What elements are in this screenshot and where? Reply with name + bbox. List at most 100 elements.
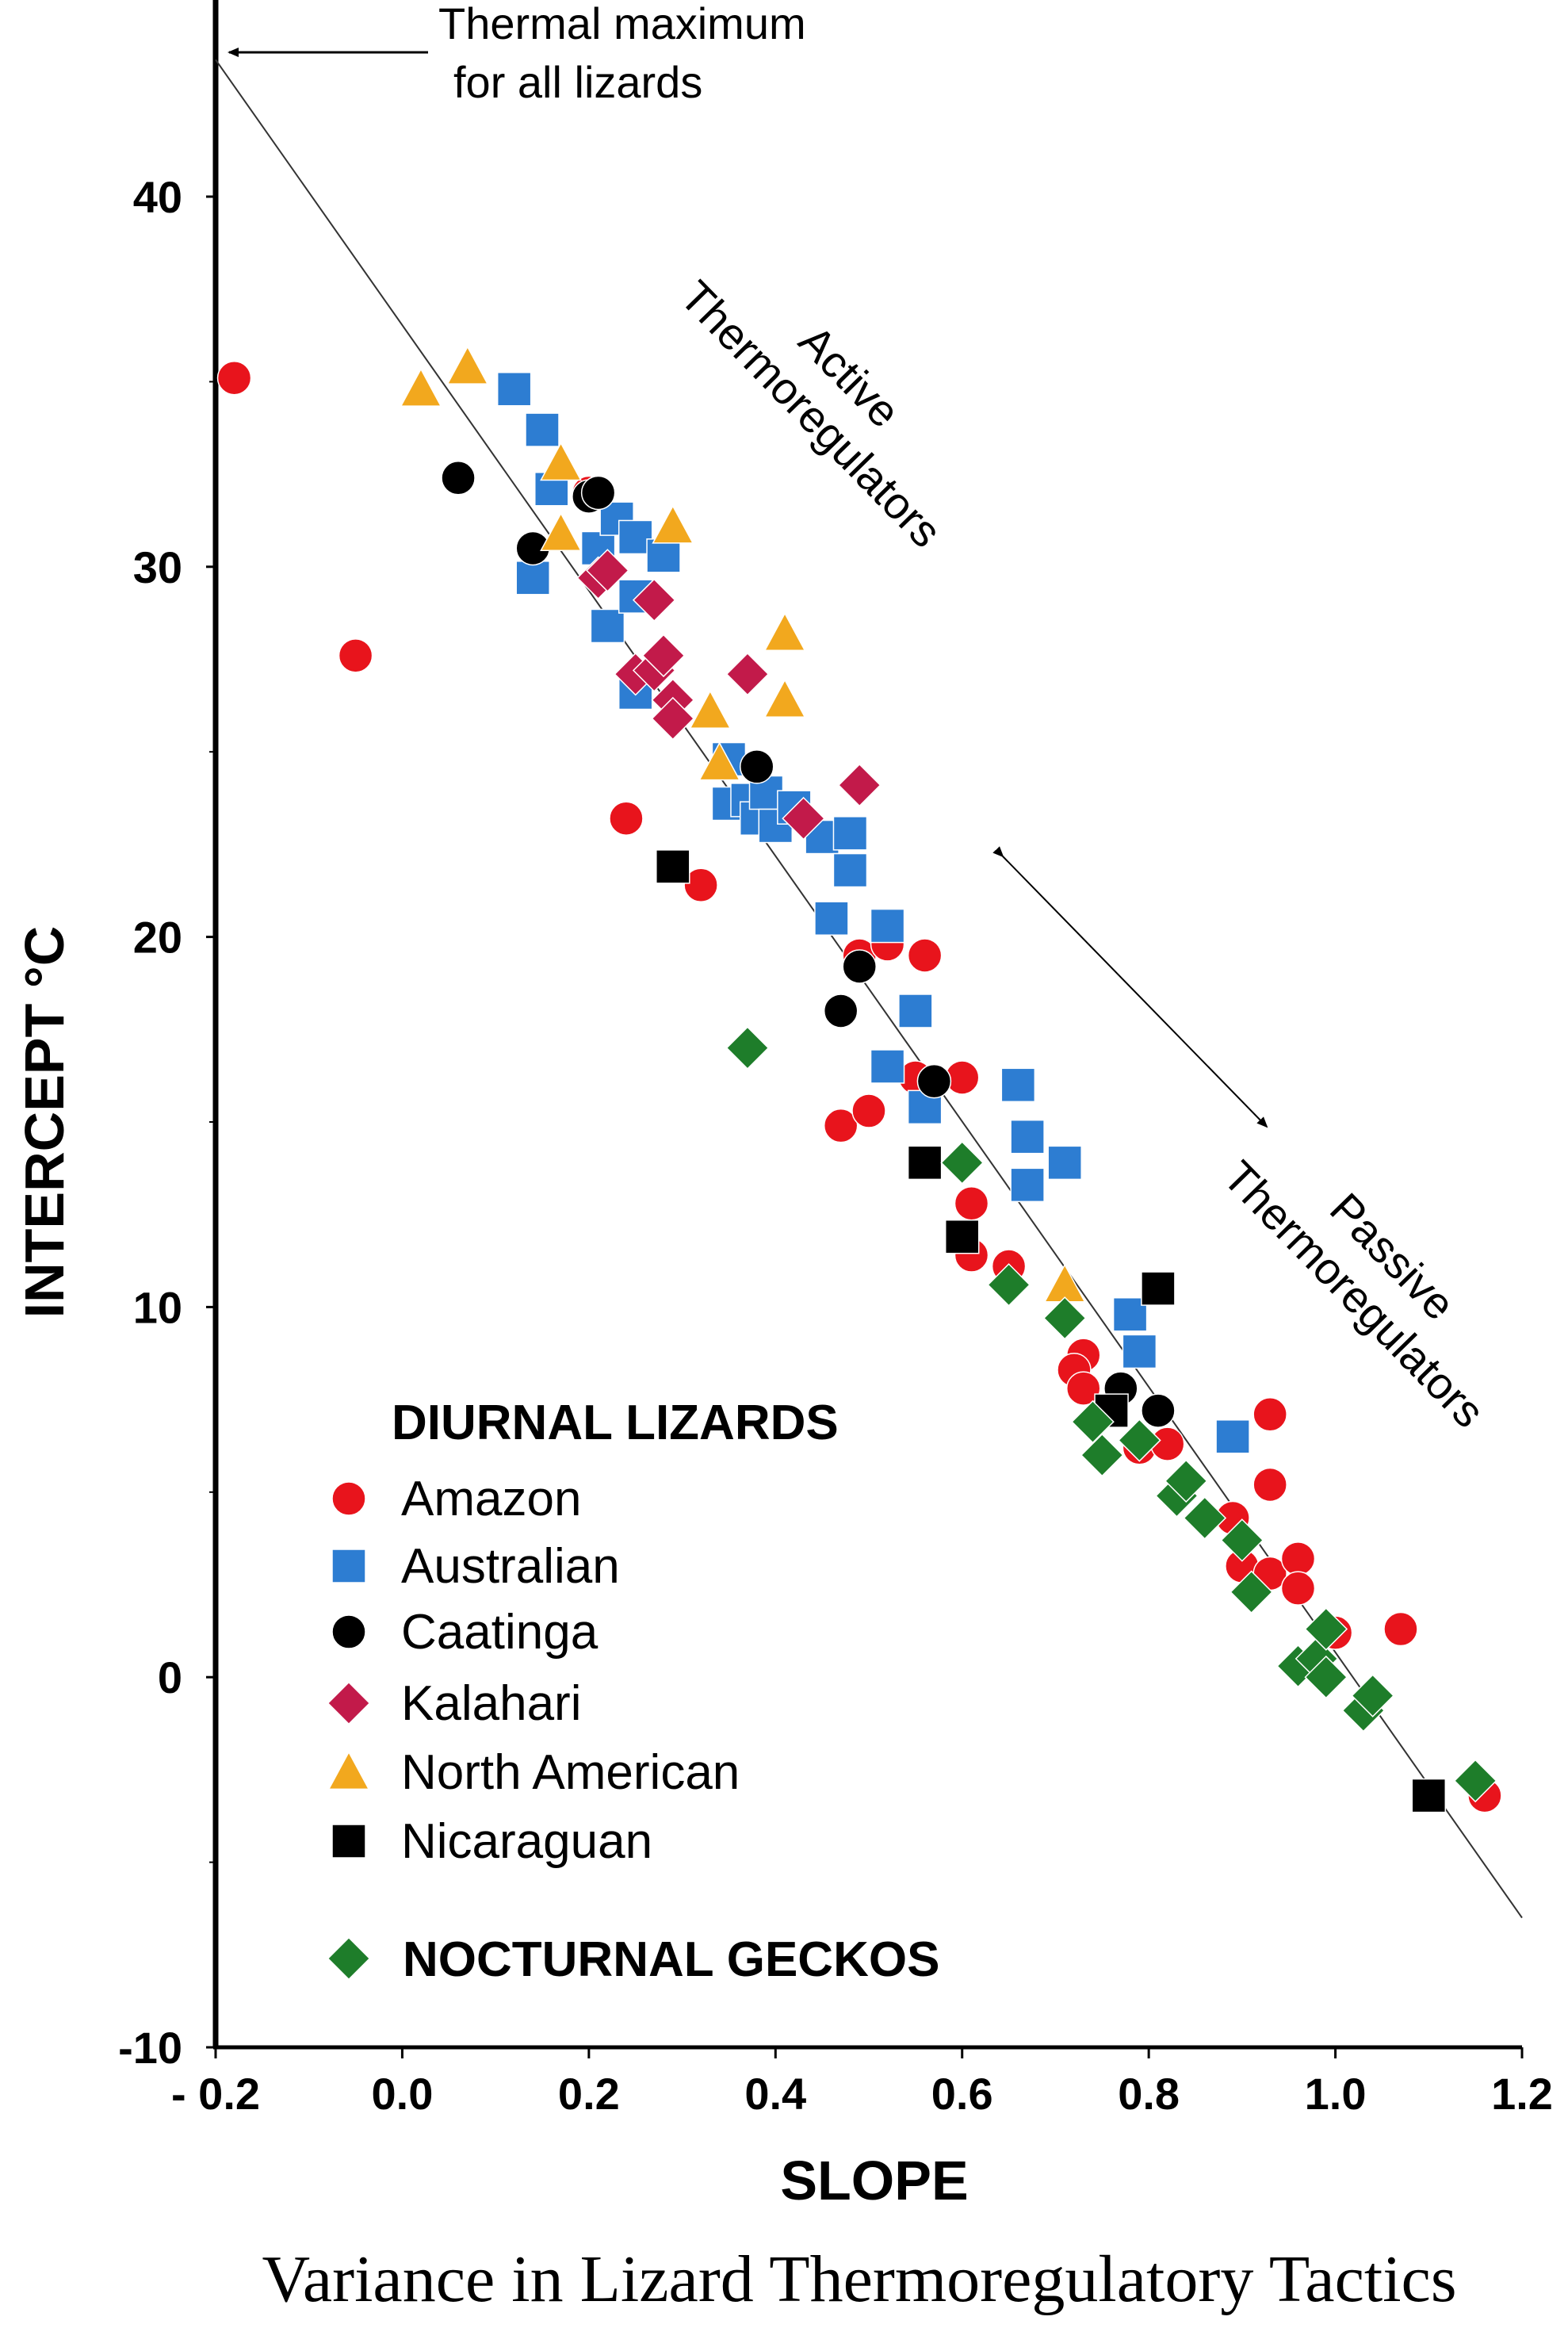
x-tick-label: 0.6 (931, 2069, 993, 2119)
data-point-australian (496, 371, 532, 407)
data-point-north-american (400, 367, 442, 407)
data-point-australian (870, 908, 905, 944)
legend-label-nicaraguan: Nicaraguan (401, 1814, 652, 1869)
data-point-nocturnal-geckos (1453, 1759, 1497, 1803)
data-point-kalahari (725, 652, 770, 696)
data-point-amazon (1065, 1371, 1101, 1406)
data-point-amazon (1280, 1541, 1316, 1576)
data-point-amazon (1383, 1611, 1418, 1647)
reference-line-group (215, 59, 1523, 1919)
thermal-max-annotation: Thermal maximum for all lizards (228, 0, 806, 107)
data-point-amazon (216, 360, 252, 396)
legend-swatch-caatinga (331, 1614, 366, 1649)
thermoregulator-range-arrow (992, 846, 1268, 1128)
data-point-australian (1000, 1067, 1036, 1103)
y-tick-label: 20 (133, 913, 182, 963)
legend-heading-nocturnal: NOCTURNAL GECKOS (403, 1932, 939, 1987)
data-point-australian (1215, 1419, 1250, 1454)
data-point-australian (1010, 1167, 1045, 1203)
data-point-caatinga (1141, 1393, 1176, 1428)
data-point-nocturnal-geckos (940, 1141, 985, 1185)
data-point-kalahari (586, 549, 629, 592)
data-point-australian (525, 412, 560, 447)
data-point-kalahari (651, 696, 695, 741)
data-point-amazon (954, 1185, 989, 1221)
active-thermoregulators-label: Active Thermoregulators (671, 271, 951, 557)
legend-swatch-australian (331, 1549, 366, 1583)
data-point-nocturnal-geckos (1080, 1433, 1124, 1477)
x-tick-label: 0.0 (371, 2069, 433, 2119)
data-point-kalahari (641, 634, 686, 678)
data-point-north-american (446, 345, 489, 385)
data-point-nocturnal-geckos (1164, 1459, 1208, 1503)
data-point-caatinga (842, 949, 877, 984)
y-tick-label: 0 (158, 1652, 182, 1702)
data-point-north-american (763, 679, 806, 718)
legend-swatch-kalahari (327, 1681, 371, 1725)
data-point-north-american (540, 512, 583, 551)
data-point-nocturnal-geckos (1183, 1496, 1227, 1540)
data-point-nicaraguan (1411, 1778, 1447, 1813)
data-point-caatinga (441, 461, 476, 496)
legend: DIURNAL LIZARDS Amazon Australian Caatinga… (327, 1396, 939, 1987)
x-tick-label: - 0.2 (171, 2069, 260, 2119)
data-point-nicaraguan (1141, 1271, 1176, 1306)
legend-label-australian: Australian (401, 1539, 620, 1594)
data-point-caatinga (823, 994, 859, 1028)
thermal-max-label-line1: Thermal maximum (438, 0, 806, 48)
x-tick-label: 0.4 (744, 2069, 806, 2119)
x-tick-label: 0.2 (558, 2069, 620, 2119)
data-point-kalahari (837, 763, 882, 807)
data-point-australian (515, 561, 550, 595)
data-point-nocturnal-geckos (1042, 1296, 1087, 1340)
data-point-caatinga (739, 749, 774, 784)
data-point-australian (590, 608, 625, 644)
data-point-nocturnal-geckos (1071, 1399, 1115, 1444)
legend-items: Amazon Australian Caatinga Kalahari North Am… (327, 1472, 740, 1981)
data-point-amazon (823, 1108, 859, 1143)
x-tick-label: 1.2 (1491, 2069, 1553, 2119)
thermal-max-label-line2: for all lizards (453, 57, 702, 107)
data-point-australian (814, 901, 849, 936)
legend-label-kalahari: Kalahari (401, 1676, 581, 1731)
data-point-amazon (338, 638, 373, 673)
data-point-amazon (609, 801, 644, 836)
data-point-north-american (1043, 1263, 1086, 1303)
x-tick-label: 0.8 (1118, 2069, 1180, 2119)
data-point-nicaraguan (944, 1219, 980, 1254)
legend-heading-diurnal: DIURNAL LIZARDS (392, 1396, 839, 1450)
data-point-amazon (1252, 1467, 1287, 1503)
data-point-australian (1047, 1145, 1082, 1181)
data-point-amazon (851, 1093, 886, 1128)
legend-label-caatinga: Caatinga (401, 1605, 599, 1660)
data-point-amazon (683, 867, 718, 902)
axes: 40 30 20 10 0 -10- 0.2 0.0 0.2 0.4 0.6 0.8 1.0 1.2 (118, 0, 1553, 2119)
data-point-australian (832, 816, 868, 851)
data-point-nicaraguan (656, 849, 690, 884)
data-point-nocturnal-geckos (1304, 1655, 1348, 1699)
data-point-kalahari (632, 578, 676, 622)
x-tick-label: 1.0 (1305, 2069, 1367, 2119)
data-point-australian (1010, 1119, 1045, 1154)
data-point-kalahari (782, 796, 825, 840)
data-point-australian (1122, 1334, 1157, 1369)
data-point-north-american (652, 504, 694, 544)
data-point-australian (832, 852, 868, 888)
passive-thermoregulators-label: Passive Thermoregulators (1214, 1151, 1494, 1437)
data-point-caatinga (916, 1063, 952, 1099)
y-tick-label: -10 (118, 2023, 182, 2073)
legend-label-amazon: Amazon (401, 1472, 581, 1526)
data-point-nocturnal-geckos (1118, 1419, 1161, 1462)
data-point-nocturnal-geckos (987, 1263, 1031, 1307)
y-tick-label: 30 (133, 542, 182, 592)
data-point-amazon (907, 938, 943, 973)
data-point-nocturnal-geckos (1220, 1518, 1264, 1562)
x-axis-title: SLOPE (780, 2150, 968, 2211)
data-point-north-american (689, 690, 732, 729)
legend-swatch-amazon (331, 1481, 366, 1516)
legend-swatch-nicaraguan (331, 1824, 366, 1859)
data-point-nicaraguan (907, 1145, 943, 1181)
legend-swatch-nocturnal-geckos (327, 1936, 371, 1981)
data-point-amazon (1280, 1571, 1316, 1606)
